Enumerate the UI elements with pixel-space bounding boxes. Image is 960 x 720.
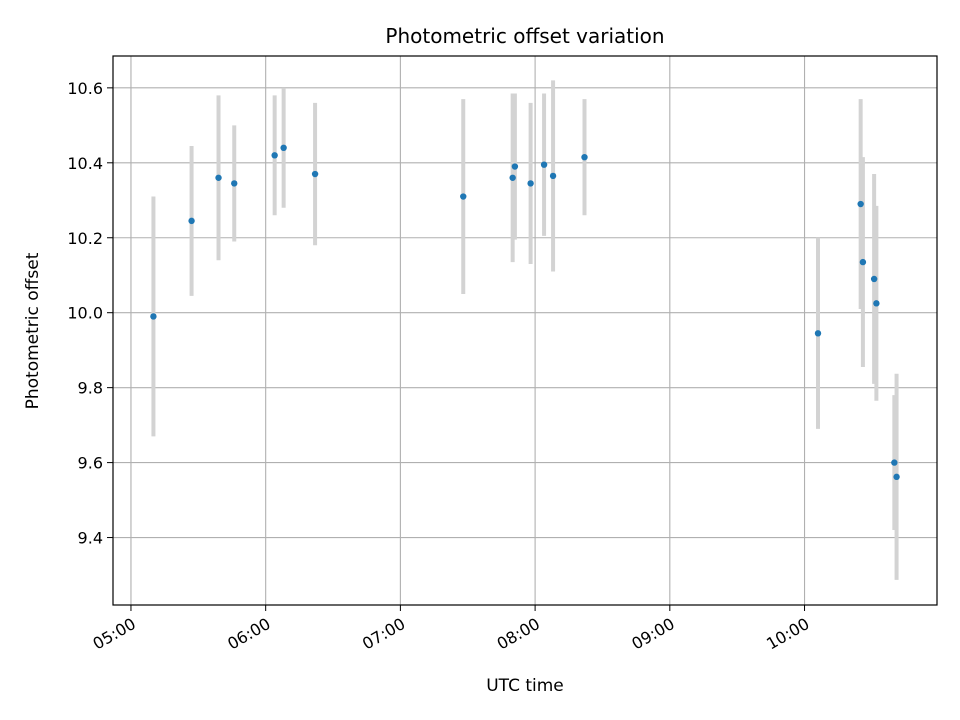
data-point xyxy=(549,172,557,180)
data-point xyxy=(857,200,864,208)
data-point xyxy=(581,153,588,161)
data-point xyxy=(311,170,319,178)
data-point xyxy=(891,459,898,466)
data-point xyxy=(460,193,467,200)
tick-layer: 05:00 06:00 07:00 08:00 09:00 10:00 9.4 9.6 9.8 1… xyxy=(67,79,812,654)
y-tick-label: 9.8 xyxy=(78,379,103,398)
x-tick-label: 09:00 xyxy=(628,614,677,654)
y-tick-label: 10.6 xyxy=(67,79,103,98)
errorbar-layer xyxy=(151,80,899,580)
y-tick-label: 10.0 xyxy=(67,304,103,323)
data-point xyxy=(893,473,900,481)
y-tick-label: 9.6 xyxy=(78,454,103,473)
x-axis-label: UTC time xyxy=(486,676,564,696)
plot-frame xyxy=(112,55,938,606)
data-point xyxy=(231,180,238,187)
x-tick-label: 08:00 xyxy=(494,614,543,654)
data-point xyxy=(215,174,222,181)
data-point xyxy=(527,180,534,187)
data-point xyxy=(870,275,878,283)
y-axis-label: Photometric offset xyxy=(23,252,43,409)
y-tick-label: 9.4 xyxy=(78,529,103,548)
y-tick-label: 10.2 xyxy=(67,229,103,248)
data-point xyxy=(271,152,278,159)
data-point xyxy=(188,217,195,225)
data-point xyxy=(540,161,548,168)
data-point xyxy=(511,163,519,170)
point-layer xyxy=(150,144,900,481)
y-tick-label: 10.4 xyxy=(67,154,103,173)
grid-layer xyxy=(113,56,937,605)
data-point xyxy=(814,330,822,337)
x-tick-label: 06:00 xyxy=(224,614,273,654)
x-tick-label: 10:00 xyxy=(763,614,812,654)
data-point xyxy=(150,313,157,320)
data-point xyxy=(280,144,287,152)
chart-title: Photometric offset variation xyxy=(385,24,664,48)
data-point xyxy=(509,174,516,181)
x-tick-label: 05:00 xyxy=(90,614,139,654)
data-point xyxy=(859,258,867,266)
x-tick-label: 07:00 xyxy=(359,614,408,654)
data-point xyxy=(873,300,880,307)
